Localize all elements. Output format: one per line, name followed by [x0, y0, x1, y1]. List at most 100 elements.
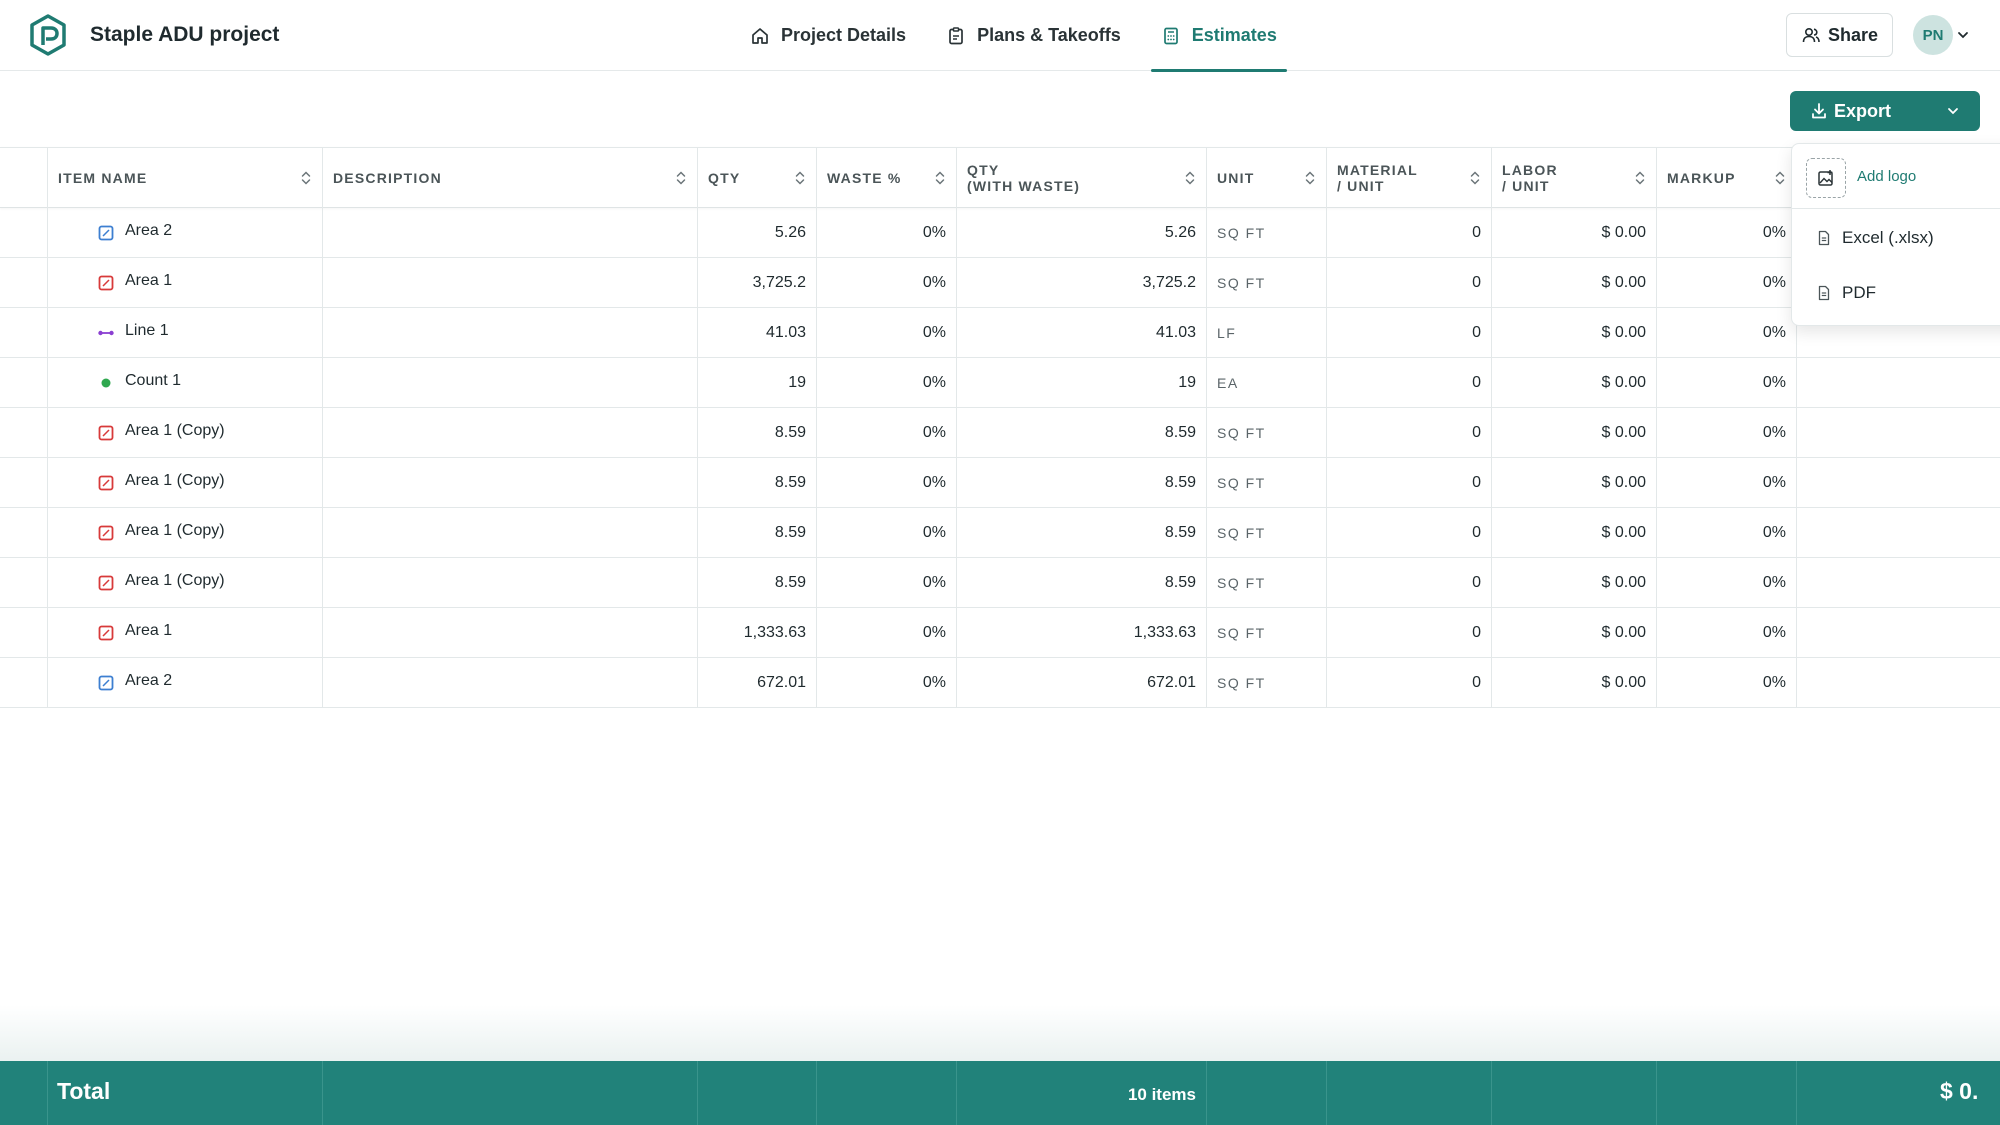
table-row[interactable]: 3,725.2 0% 3,725.2 SQ FT 0 $ 0.00 0% Area 1 [0, 258, 2000, 308]
item-name[interactable]: Area 2 [125, 672, 173, 689]
waste-cell[interactable]: 0% [817, 408, 957, 457]
qty-with-waste-cell[interactable]: 1,333.63 [957, 608, 1207, 657]
unit-cell[interactable]: SQ FT [1207, 508, 1327, 557]
description-cell[interactable] [323, 458, 698, 507]
description-cell[interactable] [323, 208, 698, 257]
column-header-description[interactable]: DESCRIPTION [323, 148, 698, 208]
item-name[interactable]: Area 1 (Copy) [125, 522, 225, 539]
markup-cell[interactable]: 0% [1657, 358, 1797, 407]
waste-cell[interactable]: 0% [817, 208, 957, 257]
column-header-waste[interactable]: WASTE % [817, 148, 957, 208]
description-cell[interactable] [323, 658, 698, 707]
item-name[interactable]: Area 1 [125, 622, 173, 639]
markup-cell[interactable]: 0% [1657, 658, 1797, 707]
item-name[interactable]: Area 2 [125, 222, 173, 239]
labor-unit-cell[interactable]: $ 0.00 [1492, 458, 1657, 507]
labor-unit-cell[interactable]: $ 0.00 [1492, 558, 1657, 607]
sort-icon[interactable] [794, 170, 806, 186]
markup-cell[interactable]: 0% [1657, 308, 1797, 357]
qty-with-waste-cell[interactable]: 5.26 [957, 208, 1207, 257]
item-name[interactable]: Area 1 (Copy) [125, 472, 225, 489]
sort-icon[interactable] [675, 170, 687, 186]
table-row[interactable]: 8.59 0% 8.59 SQ FT 0 $ 0.00 0% Area 1 (Copy) [0, 458, 2000, 508]
share-button[interactable]: Share [1786, 13, 1893, 57]
qty-cell[interactable]: 19 [698, 358, 817, 407]
labor-unit-cell[interactable]: $ 0.00 [1492, 358, 1657, 407]
column-header-material-unit[interactable]: MATERIAL / UNIT [1327, 148, 1492, 208]
waste-cell[interactable]: 0% [817, 358, 957, 407]
qty-with-waste-cell[interactable]: 3,725.2 [957, 258, 1207, 307]
column-header-item-name[interactable]: ITEM NAME [48, 148, 323, 208]
waste-cell[interactable]: 0% [817, 308, 957, 357]
markup-cell[interactable]: 0% [1657, 558, 1797, 607]
item-name[interactable]: Area 1 [125, 272, 173, 289]
export-excel-item[interactable]: Excel (.xlsx) [1792, 213, 2000, 263]
material-unit-cell[interactable]: 0 [1327, 658, 1492, 707]
unit-cell[interactable]: SQ FT [1207, 208, 1327, 257]
unit-cell[interactable]: SQ FT [1207, 408, 1327, 457]
qty-cell[interactable]: 8.59 [698, 558, 817, 607]
table-row[interactable]: 8.59 0% 8.59 SQ FT 0 $ 0.00 0% Area 1 (Copy) [0, 508, 2000, 558]
tab-project-details[interactable]: Project Details [740, 0, 916, 71]
column-header-markup[interactable]: MARKUP [1657, 148, 1797, 208]
labor-unit-cell[interactable]: $ 0.00 [1492, 258, 1657, 307]
sort-icon[interactable] [1304, 170, 1316, 186]
markup-cell[interactable]: 0% [1657, 408, 1797, 457]
material-unit-cell[interactable]: 0 [1327, 358, 1492, 407]
qty-cell[interactable]: 41.03 [698, 308, 817, 357]
tab-estimates[interactable]: Estimates [1150, 0, 1287, 72]
sort-icon[interactable] [1774, 170, 1786, 186]
item-name[interactable]: Count 1 [125, 372, 182, 389]
description-cell[interactable] [323, 558, 698, 607]
add-logo-item[interactable]: Add logo [1792, 144, 2000, 209]
table-row[interactable]: 8.59 0% 8.59 SQ FT 0 $ 0.00 0% Area 1 (Copy) [0, 408, 2000, 458]
description-cell[interactable] [323, 308, 698, 357]
qty-cell[interactable]: 1,333.63 [698, 608, 817, 657]
waste-cell[interactable]: 0% [817, 658, 957, 707]
material-unit-cell[interactable]: 0 [1327, 608, 1492, 657]
unit-cell[interactable]: SQ FT [1207, 258, 1327, 307]
table-row[interactable]: 1,333.63 0% 1,333.63 SQ FT 0 $ 0.00 0% Area 1 [0, 608, 2000, 658]
column-header-qty[interactable]: QTY [698, 148, 817, 208]
item-name[interactable]: Area 1 (Copy) [125, 422, 225, 439]
description-cell[interactable] [323, 508, 698, 557]
sort-icon[interactable] [934, 170, 946, 186]
unit-cell[interactable]: SQ FT [1207, 558, 1327, 607]
qty-with-waste-cell[interactable]: 672.01 [957, 658, 1207, 707]
qty-cell[interactable]: 8.59 [698, 408, 817, 457]
qty-with-waste-cell[interactable]: 8.59 [957, 508, 1207, 557]
qty-cell[interactable]: 8.59 [698, 508, 817, 557]
unit-cell[interactable]: SQ FT [1207, 608, 1327, 657]
markup-cell[interactable]: 0% [1657, 608, 1797, 657]
labor-unit-cell[interactable]: $ 0.00 [1492, 508, 1657, 557]
item-name[interactable]: Area 1 (Copy) [125, 572, 225, 589]
waste-cell[interactable]: 0% [817, 258, 957, 307]
markup-cell[interactable]: 0% [1657, 508, 1797, 557]
add-logo-dropzone[interactable] [1806, 158, 1846, 198]
unit-cell[interactable]: SQ FT [1207, 458, 1327, 507]
unit-cell[interactable]: EA [1207, 358, 1327, 407]
markup-cell[interactable]: 0% [1657, 458, 1797, 507]
table-row[interactable]: 41.03 0% 41.03 LF 0 $ 0.00 0% Line 1 [0, 308, 2000, 358]
description-cell[interactable] [323, 258, 698, 307]
avatar[interactable]: PN [1913, 15, 1953, 55]
unit-cell[interactable]: LF [1207, 308, 1327, 357]
table-row[interactable]: 672.01 0% 672.01 SQ FT 0 $ 0.00 0% Area 2 [0, 658, 2000, 708]
qty-cell[interactable]: 3,725.2 [698, 258, 817, 307]
sort-icon[interactable] [300, 170, 312, 186]
description-cell[interactable] [323, 358, 698, 407]
labor-unit-cell[interactable]: $ 0.00 [1492, 658, 1657, 707]
item-name[interactable]: Line 1 [125, 322, 169, 339]
description-cell[interactable] [323, 608, 698, 657]
labor-unit-cell[interactable]: $ 0.00 [1492, 208, 1657, 257]
material-unit-cell[interactable]: 0 [1327, 308, 1492, 357]
column-header-unit[interactable]: UNIT [1207, 148, 1327, 208]
markup-cell[interactable]: 0% [1657, 208, 1797, 257]
column-header-labor-unit[interactable]: LABOR / UNIT [1492, 148, 1657, 208]
labor-unit-cell[interactable]: $ 0.00 [1492, 608, 1657, 657]
qty-cell[interactable]: 672.01 [698, 658, 817, 707]
qty-with-waste-cell[interactable]: 8.59 [957, 408, 1207, 457]
chevron-down-icon[interactable] [1946, 104, 1960, 118]
material-unit-cell[interactable]: 0 [1327, 558, 1492, 607]
unit-cell[interactable]: SQ FT [1207, 658, 1327, 707]
